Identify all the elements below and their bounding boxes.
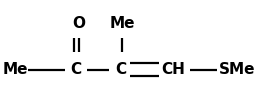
Text: C: C (115, 62, 126, 77)
Text: Me: Me (109, 16, 135, 32)
Text: C: C (71, 62, 82, 77)
Text: O: O (73, 16, 85, 32)
Text: Me: Me (2, 62, 28, 77)
Text: SMe: SMe (219, 62, 255, 77)
Text: CH: CH (161, 62, 185, 77)
